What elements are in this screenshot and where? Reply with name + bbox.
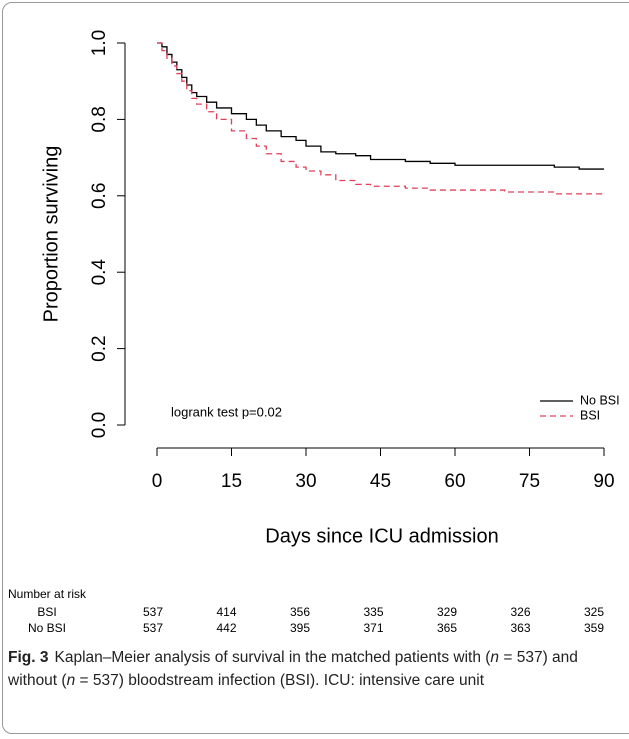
- risk-value: 395: [290, 621, 310, 635]
- y-tick-label: 0.0: [89, 412, 110, 438]
- survival-curve: [157, 42, 604, 195]
- risk-row-label: BSI: [37, 605, 56, 619]
- legend-label: BSI: [580, 408, 600, 422]
- x-tick-label: 60: [444, 471, 465, 492]
- survival-curve: [157, 42, 604, 170]
- risk-value: 359: [584, 621, 604, 635]
- risk-value: 371: [363, 621, 383, 635]
- x-tick-label: 0: [152, 471, 163, 492]
- caption-text: n: [490, 649, 500, 666]
- risk-table-title: Number at risk: [8, 587, 87, 601]
- risk-value: 356: [290, 605, 310, 619]
- y-axis-label: Proportion surviving: [40, 146, 62, 323]
- caption-text: n: [66, 672, 76, 689]
- x-tick-label: 30: [295, 471, 316, 492]
- x-axis-label: Days since ICU admission: [265, 525, 498, 547]
- caption-text: = 537) bloodstream infection (BSI). ICU:…: [75, 672, 485, 689]
- risk-value: 335: [363, 605, 383, 619]
- y-tick-label: 0.6: [89, 183, 110, 209]
- y-tick-label: 0.8: [89, 106, 110, 132]
- caption-label: Fig. 3: [8, 649, 49, 666]
- caption: Fig. 3 Kaplan–Meier analysis of survival …: [8, 646, 620, 692]
- x-tick-label: 45: [370, 471, 391, 492]
- caption-text: Kaplan–Meier analysis of survival in the…: [54, 649, 491, 666]
- chart: Days since ICU admission Proportion surv…: [8, 30, 620, 635]
- risk-value: 365: [437, 621, 457, 635]
- annotation: logrank test p=0.02: [171, 404, 282, 419]
- y-tick-label: 1.0: [89, 30, 110, 56]
- risk-value: 414: [216, 605, 236, 619]
- risk-value: 537: [143, 621, 163, 635]
- risk-value: 442: [216, 621, 236, 635]
- legend-label: No BSI: [580, 393, 620, 407]
- risk-value: 326: [510, 605, 530, 619]
- y-tick-label: 0.4: [89, 259, 110, 286]
- y-tick-label: 0.2: [89, 335, 110, 361]
- x-tick-label: 75: [519, 471, 540, 492]
- risk-value: 363: [510, 621, 530, 635]
- caption-text: = 537) and without (: [8, 649, 578, 689]
- risk-value: 537: [143, 605, 163, 619]
- risk-value: 325: [584, 605, 604, 619]
- risk-value: 329: [437, 605, 457, 619]
- risk-row-label: No BSI: [28, 621, 66, 635]
- x-tick-label: 15: [221, 471, 242, 492]
- x-tick-label: 90: [593, 471, 614, 492]
